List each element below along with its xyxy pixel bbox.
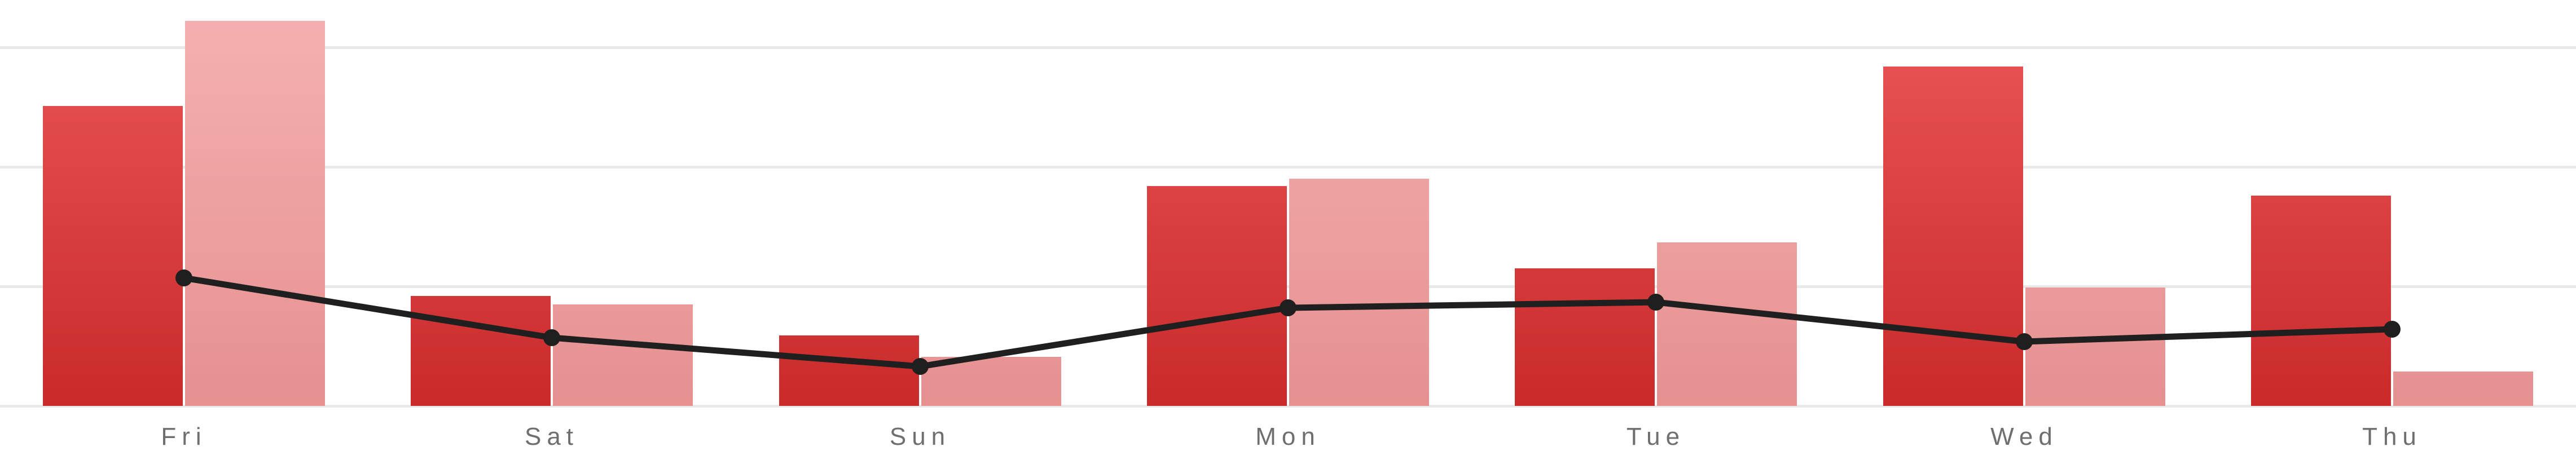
gridline	[0, 166, 2576, 169]
bar-wed-primary-bars	[1883, 67, 2023, 406]
x-axis-label-sat: Sat	[524, 423, 579, 450]
trend-point-wed	[2016, 333, 2033, 350]
bar-sat-secondary-bars	[553, 304, 693, 406]
bar-tue-secondary-bars	[1657, 242, 1797, 406]
trend-point-mon	[1280, 299, 1296, 316]
bar-fri-primary-bars	[43, 106, 183, 406]
bar-wed-secondary-bars	[2025, 288, 2165, 406]
bar-mon-secondary-bars	[1289, 179, 1429, 406]
bar-sun-primary-bars	[779, 335, 919, 406]
trend-point-sun	[912, 358, 929, 375]
x-axis-label-thu: Thu	[2362, 423, 2422, 450]
bar-tue-primary-bars	[1515, 268, 1655, 406]
bar-thu-primary-bars	[2251, 196, 2391, 406]
x-axis-label-mon: Mon	[1255, 423, 1321, 450]
gridline	[0, 285, 2576, 288]
trend-point-fri	[175, 269, 192, 286]
x-axis-label-sun: Sun	[889, 423, 951, 450]
bar-mon-primary-bars	[1147, 186, 1287, 406]
x-axis-label-tue: Tue	[1626, 423, 1686, 450]
gridline	[0, 405, 2576, 408]
bar-thu-secondary-bars	[2393, 372, 2533, 406]
trend-point-thu	[2384, 321, 2401, 338]
bar-fri-secondary-bars	[185, 21, 325, 406]
trend-point-tue	[1647, 294, 1664, 311]
trend-point-sat	[543, 329, 560, 346]
bar-sat-primary-bars	[411, 296, 551, 406]
x-axis-label-wed: Wed	[1990, 423, 2058, 450]
gridline	[0, 46, 2576, 49]
x-axis-label-fri: Fri	[161, 423, 207, 450]
